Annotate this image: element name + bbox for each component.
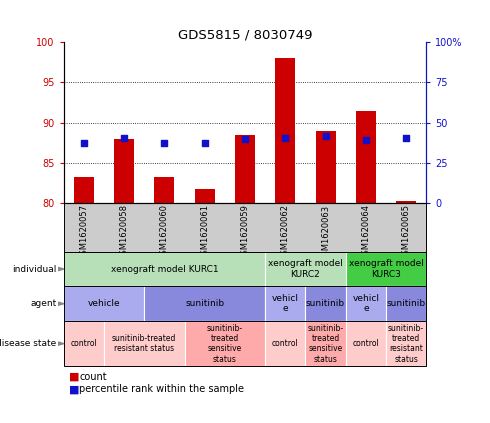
Title: GDS5815 / 8030749: GDS5815 / 8030749 [178, 28, 312, 41]
Point [80, 140, 88, 146]
Text: sunitinib-
treated
resistant
status: sunitinib- treated resistant status [388, 324, 424, 364]
Text: xenograft model
KURC2: xenograft model KURC2 [268, 259, 343, 279]
Text: sunitinib: sunitinib [387, 299, 426, 308]
Bar [195, 190, 215, 203]
Text: agent: agent [30, 299, 56, 308]
Polygon shape [58, 301, 67, 306]
Text: sunitinib-
treated
sensitive
status: sunitinib- treated sensitive status [207, 324, 243, 364]
Text: vehicl
e: vehicl e [352, 294, 379, 313]
Text: disease state: disease state [0, 339, 56, 348]
Text: individual: individual [12, 264, 56, 274]
Text: sunitinib: sunitinib [306, 299, 345, 308]
Text: xenograft model
KURC3: xenograft model KURC3 [348, 259, 423, 279]
Text: vehicl
e: vehicl e [272, 294, 299, 313]
Polygon shape [58, 341, 67, 346]
Point [362, 137, 370, 144]
Text: count: count [79, 372, 107, 382]
Point [161, 140, 169, 146]
Point [201, 140, 209, 146]
Text: control: control [272, 339, 299, 348]
Point [120, 135, 128, 141]
Text: control: control [352, 339, 379, 348]
Bar [235, 135, 255, 203]
Text: sunitinib-
treated
sensitive
status: sunitinib- treated sensitive status [308, 324, 343, 364]
Text: control: control [71, 339, 97, 348]
Point [281, 135, 289, 141]
Bar [396, 201, 416, 203]
Bar [74, 177, 94, 203]
Polygon shape [58, 266, 67, 272]
Text: percentile rank within the sample: percentile rank within the sample [79, 385, 245, 394]
Bar [275, 58, 295, 203]
Bar [114, 139, 134, 203]
Bar [154, 177, 174, 203]
Point [321, 132, 329, 139]
Text: ■: ■ [69, 385, 79, 394]
Text: ■: ■ [69, 372, 79, 382]
Text: xenograft model KURC1: xenograft model KURC1 [111, 264, 218, 274]
Bar [356, 111, 376, 203]
Point [402, 135, 410, 141]
Bar [316, 131, 336, 203]
Text: sunitinib-treated
resistant status: sunitinib-treated resistant status [112, 334, 176, 353]
Text: vehicle: vehicle [88, 299, 121, 308]
Point [241, 135, 249, 142]
Text: sunitinib: sunitinib [185, 299, 224, 308]
